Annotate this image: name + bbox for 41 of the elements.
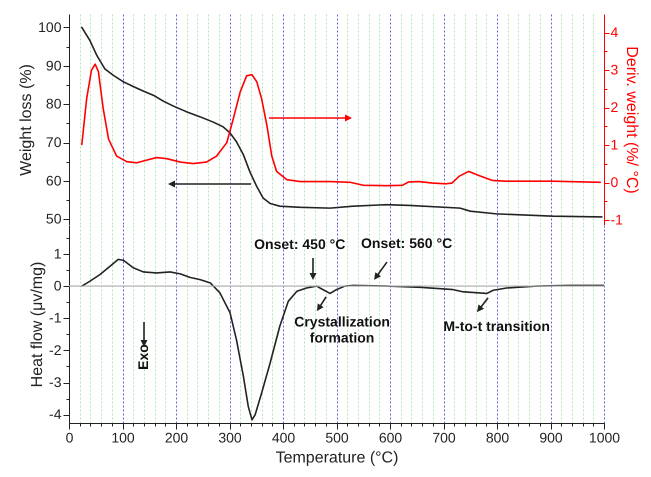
x-tick-label: 600	[378, 430, 402, 446]
y2-tick-label: 1	[610, 136, 618, 153]
y-tick-label: -1	[49, 310, 62, 326]
y2-tick-label: 4	[610, 24, 618, 40]
y2-tick-label: 3	[610, 62, 618, 78]
y-tick-label: 90	[46, 57, 62, 74]
x-tick-label: 1000	[588, 430, 620, 446]
annotation: Onset: 450 °C	[254, 236, 346, 252]
y-tick-label: 100	[38, 18, 62, 35]
x-tick-label: 900	[539, 430, 563, 446]
annotation: Exo	[135, 344, 151, 370]
x-tick-label: 700	[432, 430, 456, 446]
x-tick-label: 0	[66, 430, 74, 446]
y-axis-title: Weight loss (%)	[18, 64, 36, 176]
annotation: M-to-t transition	[443, 318, 550, 334]
y2-tick-label: -1	[610, 212, 624, 228]
y-tick-label: 1	[54, 245, 62, 262]
y-axis-title: Heat flow (μv/mg)	[29, 262, 46, 388]
y-tick-label: 0	[54, 278, 62, 294]
line-series	[81, 258, 604, 421]
x-tick-label: 200	[164, 430, 188, 446]
y-tick-label: -4	[49, 406, 62, 422]
y-tick-label: 70	[46, 134, 62, 150]
x-axis-title: Temperature (°C)	[276, 450, 398, 466]
x-tick-label: 300	[218, 430, 242, 446]
y-tick-label: -3	[49, 374, 62, 390]
line-series	[81, 63, 602, 186]
y-tick-label: 60	[46, 172, 62, 188]
x-tick-label: 400	[272, 430, 296, 446]
y2-tick-label: 2	[610, 99, 618, 116]
x-tick-label: 500	[325, 430, 349, 446]
line-series	[81, 26, 603, 218]
annotation: Crystallization formation	[294, 313, 390, 346]
x-tick-label: 800	[486, 430, 510, 446]
x-tick-label: 100	[111, 430, 135, 446]
y2-axis-title: Deriv. weight (%/ °C)	[622, 46, 640, 194]
y-tick-label: 50	[46, 210, 62, 227]
y-tick-label: -2	[49, 342, 62, 358]
y-tick-label: 80	[46, 96, 62, 112]
annotation: Onset: 560 °C	[361, 235, 452, 252]
y2-tick-label: 0	[610, 174, 618, 190]
